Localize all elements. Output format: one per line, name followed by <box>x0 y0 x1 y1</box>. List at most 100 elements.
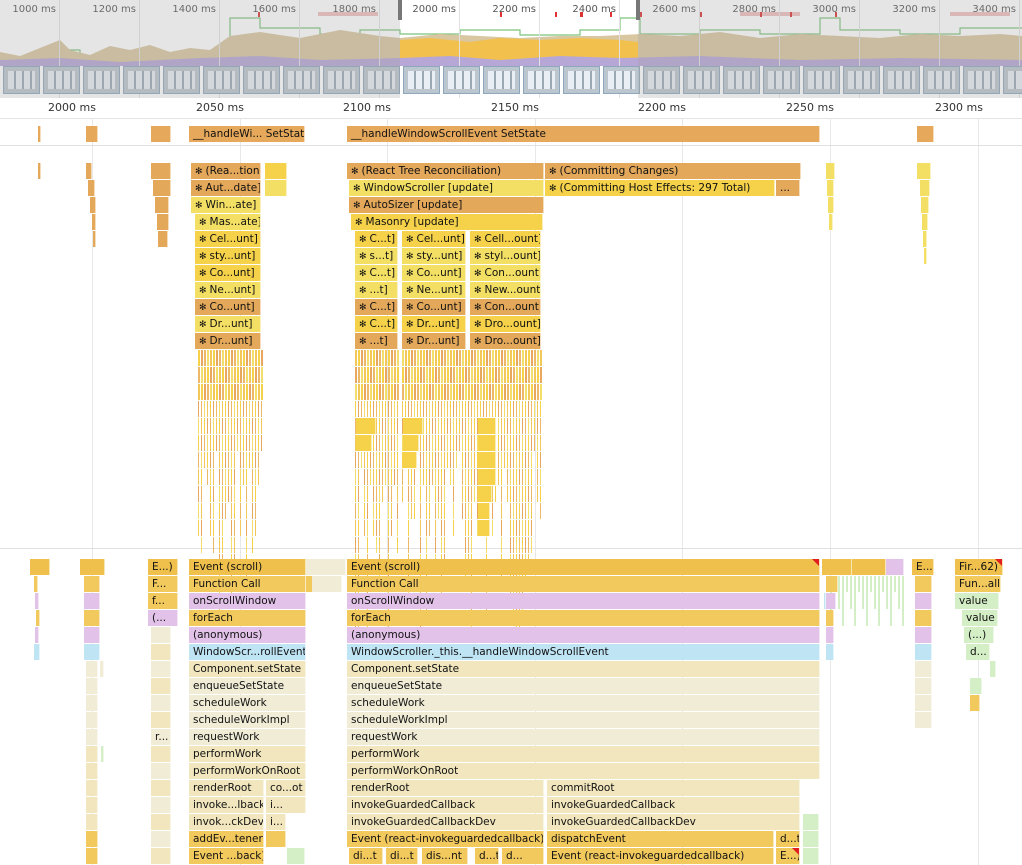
right-call[interactable]: Fun...all <box>955 576 1001 592</box>
react-deep-call[interactable] <box>501 435 502 451</box>
react-deep-call[interactable] <box>258 367 260 383</box>
react-deep-call[interactable] <box>495 384 497 400</box>
react-deep-call[interactable] <box>441 367 443 383</box>
react-deep-call[interactable] <box>204 350 206 366</box>
react-deep-call[interactable] <box>462 350 464 366</box>
react-mini[interactable] <box>921 197 929 213</box>
react-deep-call[interactable] <box>385 384 387 400</box>
react-deep-call[interactable] <box>474 401 475 417</box>
react-deep-call[interactable] <box>513 452 514 468</box>
react-deep-call[interactable] <box>525 503 526 519</box>
mini-call[interactable] <box>34 576 38 592</box>
react-deep-call[interactable] <box>376 452 377 468</box>
react-deep-call[interactable] <box>441 452 442 468</box>
react-deep-call[interactable] <box>252 435 253 451</box>
mini-call[interactable] <box>306 559 346 575</box>
react-deep-call[interactable] <box>492 350 494 366</box>
edge-call[interactable] <box>151 661 171 677</box>
react-deep-call[interactable] <box>420 486 421 502</box>
react-deep-block[interactable] <box>478 520 490 536</box>
react-deep-call[interactable] <box>501 520 502 536</box>
react-deep-call[interactable] <box>246 503 247 519</box>
left-call[interactable]: onScrollWindow <box>189 593 306 609</box>
react-deep-call[interactable] <box>408 367 410 383</box>
left-call[interactable]: enqueueSetState <box>189 678 306 694</box>
react-deep-call[interactable] <box>429 452 430 468</box>
react-col-c[interactable]: ✻ Con...ount] <box>470 299 541 315</box>
react-left-item[interactable]: ✻ Win...ate] <box>191 197 261 213</box>
react-left-item[interactable]: ✻ Mas...ate] <box>195 214 261 230</box>
react-deep-call[interactable] <box>522 418 523 434</box>
edge-call[interactable] <box>151 695 171 711</box>
react-deep-call[interactable] <box>210 418 211 434</box>
react-deep-call[interactable] <box>513 537 514 553</box>
main-call[interactable]: Event (react-invokeguardedcallback) <box>347 831 544 847</box>
react-deep-call[interactable] <box>388 503 389 519</box>
react-deep-call[interactable] <box>222 418 223 434</box>
react-deep-call[interactable] <box>471 384 473 400</box>
react-left-item[interactable]: ✻ Cel...unt] <box>195 231 261 247</box>
react-deep-call[interactable] <box>225 401 226 417</box>
react-deep-call[interactable] <box>474 367 476 383</box>
react-deep-call[interactable] <box>507 350 509 366</box>
react-deep-call[interactable] <box>252 452 253 468</box>
react-deep-call[interactable] <box>528 486 529 502</box>
react-deep-call[interactable] <box>255 520 256 536</box>
react-deep-call[interactable] <box>408 401 409 417</box>
react-deep-block[interactable] <box>403 435 419 451</box>
react-deep-call[interactable] <box>444 537 445 553</box>
react-deep-call[interactable] <box>249 452 250 468</box>
screenshot-thumbnail[interactable] <box>683 66 720 94</box>
selection-right-handle[interactable] <box>636 0 640 20</box>
react-deep-call[interactable] <box>376 401 377 417</box>
react-deep-call[interactable] <box>444 418 445 434</box>
react-deep-call[interactable] <box>516 435 517 451</box>
react-deep-call[interactable] <box>525 520 526 536</box>
react-deep-call[interactable] <box>402 435 403 451</box>
react-deep-call[interactable] <box>477 452 478 468</box>
react-col-a[interactable]: ✻ C...t] <box>355 316 398 332</box>
react-deep-call[interactable] <box>462 367 464 383</box>
react-deep-call[interactable] <box>373 401 374 417</box>
react-deep-call[interactable] <box>474 435 475 451</box>
react-deep-call[interactable] <box>198 418 199 434</box>
react-deep-call[interactable] <box>474 486 475 502</box>
react-deep-call[interactable] <box>222 486 223 502</box>
react-deep-call[interactable] <box>438 401 439 417</box>
react-deep-call[interactable] <box>397 435 398 451</box>
react-deep-call[interactable] <box>438 452 439 468</box>
react-deep-call[interactable] <box>480 401 481 417</box>
react-deep-call[interactable] <box>462 384 464 400</box>
react-deep-call[interactable] <box>207 418 208 434</box>
react-deep-call[interactable] <box>222 537 223 553</box>
mini-call[interactable] <box>850 576 852 609</box>
react-deep-call[interactable] <box>507 384 509 400</box>
react-deep-call[interactable] <box>249 384 251 400</box>
react-deep-call[interactable] <box>240 435 241 451</box>
react-deep-call[interactable] <box>531 520 532 536</box>
react-deep-block[interactable] <box>356 418 376 434</box>
screenshot-thumbnail[interactable] <box>483 66 520 94</box>
react-deep-call[interactable] <box>385 367 387 383</box>
react-deep-call[interactable] <box>495 486 496 502</box>
react-deep-call[interactable] <box>420 537 421 553</box>
react-deep-call[interactable] <box>361 452 362 468</box>
react-deep-call[interactable] <box>444 367 446 383</box>
react-deep-call[interactable] <box>465 503 466 519</box>
react-deep-call[interactable] <box>373 367 375 383</box>
react-deep-call[interactable] <box>522 401 523 417</box>
react-deep-call[interactable] <box>364 520 365 536</box>
react-deep-call[interactable] <box>408 486 409 502</box>
react-deep-call[interactable] <box>258 401 259 417</box>
main-call[interactable]: invokeGuardedCallbackDev <box>347 814 544 830</box>
react-deep-call[interactable] <box>370 452 371 468</box>
main-tail-call[interactable]: d...t <box>475 848 499 864</box>
react-deep-call[interactable] <box>231 384 233 400</box>
react-deep-call[interactable] <box>429 367 431 383</box>
react-deep-call[interactable] <box>519 469 520 485</box>
react-deep-call[interactable] <box>465 486 466 502</box>
react-deep-call[interactable] <box>201 350 203 366</box>
react-deep-call[interactable] <box>477 350 479 366</box>
react-deep-call[interactable] <box>537 367 539 383</box>
react-left-item[interactable]: ✻ (Rea...tion) <box>191 163 261 179</box>
